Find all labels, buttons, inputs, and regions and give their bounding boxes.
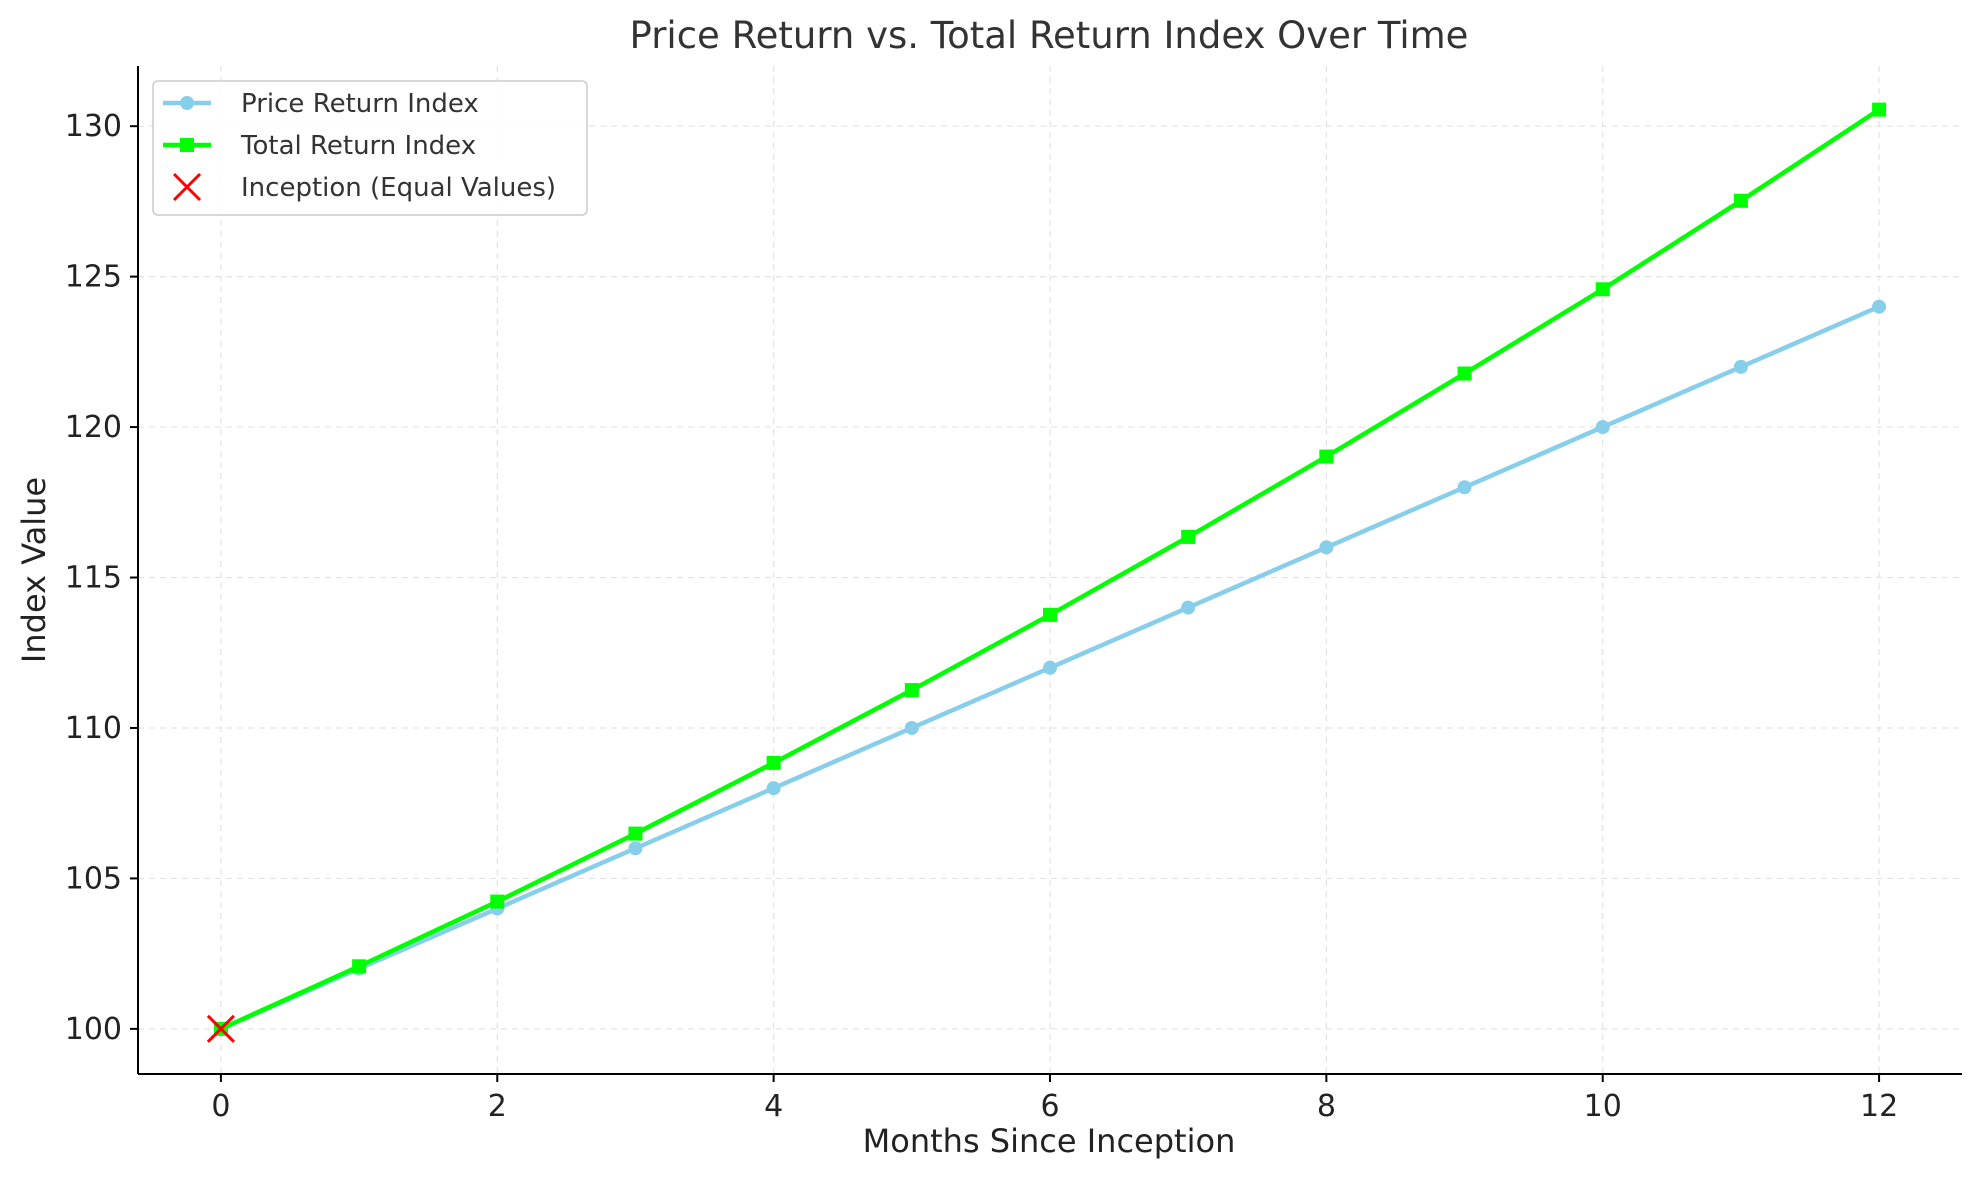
data-point bbox=[1733, 193, 1748, 208]
y-tick-label: 120 bbox=[65, 410, 122, 445]
data-point bbox=[1595, 282, 1610, 297]
data-point bbox=[766, 781, 781, 796]
axes bbox=[137, 66, 1962, 1075]
grid bbox=[138, 66, 1962, 1074]
data-point bbox=[1043, 607, 1057, 622]
data-point bbox=[1181, 600, 1196, 615]
data-point bbox=[904, 720, 919, 735]
y-tick-label: 130 bbox=[65, 109, 122, 144]
data-point bbox=[628, 841, 643, 856]
legend: Price Return Index Total Return Index Ince… bbox=[152, 80, 588, 216]
legend-swatch-marker bbox=[180, 96, 194, 110]
data-point bbox=[1181, 529, 1196, 544]
data-point bbox=[1872, 299, 1887, 314]
data-point bbox=[628, 826, 643, 841]
y-tick-label: 105 bbox=[65, 861, 122, 896]
data-point bbox=[1872, 102, 1887, 117]
legend-frame bbox=[152, 80, 588, 216]
y-axis-label: Index Value bbox=[15, 477, 53, 663]
data-point bbox=[1043, 660, 1057, 675]
y-tick-label: 110 bbox=[65, 711, 122, 746]
legend-label: Inception (Equal Values) bbox=[241, 173, 556, 203]
data-point bbox=[766, 755, 781, 770]
x-marker-stroke bbox=[206, 1014, 235, 1043]
chart-title: Price Return vs. Total Return Index Over… bbox=[630, 14, 1469, 57]
legend-swatch-marker bbox=[172, 172, 202, 202]
x-tick-label: 6 bbox=[1040, 1089, 1059, 1124]
x-tick-label: 8 bbox=[1317, 1089, 1336, 1124]
data-point bbox=[1319, 540, 1334, 555]
annotation-layer bbox=[206, 1014, 235, 1043]
data-point bbox=[490, 894, 505, 909]
x-tick-label: 10 bbox=[1584, 1089, 1622, 1124]
y-tick-label: 100 bbox=[65, 1012, 122, 1047]
x-tick-label: 4 bbox=[764, 1089, 783, 1124]
x-axis-label: Months Since Inception bbox=[863, 1122, 1236, 1160]
y-tick-label: 125 bbox=[65, 260, 122, 295]
y-tick-label: 115 bbox=[65, 561, 122, 596]
inception-marker bbox=[206, 1014, 235, 1043]
legend-item: Inception (Equal Values) bbox=[172, 172, 556, 203]
x-tick-label: 2 bbox=[488, 1089, 507, 1124]
data-point bbox=[1733, 359, 1748, 374]
legend-label: Price Return Index bbox=[241, 89, 479, 119]
legend-item: Total Return Index bbox=[163, 131, 476, 161]
x-tick-label: 0 bbox=[211, 1089, 230, 1124]
legend-item: Price Return Index bbox=[163, 89, 479, 119]
data-point bbox=[904, 683, 919, 698]
series-layer bbox=[213, 102, 1887, 1036]
legend-label: Total Return Index bbox=[240, 131, 476, 161]
data-point bbox=[352, 959, 367, 974]
ticks: 0 2 4 6 8 10 12 100 105 110 115 120 125 130 bbox=[65, 109, 1898, 1124]
data-point bbox=[1457, 480, 1472, 495]
data-point bbox=[1595, 420, 1610, 435]
data-point bbox=[1457, 366, 1472, 381]
data-point bbox=[1319, 449, 1334, 464]
legend-swatch-marker bbox=[180, 138, 194, 152]
x-tick-label: 12 bbox=[1860, 1089, 1898, 1124]
